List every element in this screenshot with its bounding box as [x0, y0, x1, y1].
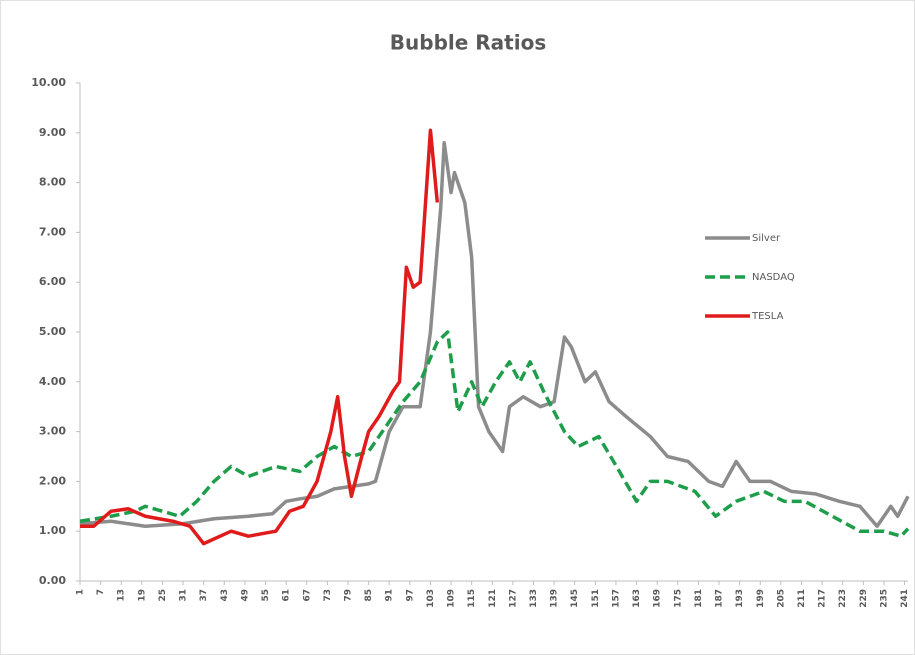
x-tick-label: 25	[158, 589, 168, 602]
x-tick-label: 217	[818, 589, 828, 608]
x-tick-label: 193	[735, 589, 745, 608]
x-tick-label: 151	[591, 589, 601, 608]
x-tick-label: 85	[364, 589, 374, 602]
y-tick-label: 4.00	[39, 375, 66, 388]
x-tick-label: 181	[694, 589, 704, 608]
y-tick-label: 5.00	[39, 325, 66, 338]
chart-title: Bubble Ratios	[390, 31, 546, 55]
x-tick-label: 61	[282, 589, 292, 602]
x-tick-label: 115	[467, 589, 477, 608]
x-tick-label: 97	[405, 589, 415, 602]
x-tick-label: 103	[426, 589, 436, 608]
x-tick-label: 133	[529, 589, 539, 608]
x-tick-label: 73	[323, 589, 333, 602]
legend-label: NASDAQ	[752, 272, 795, 283]
x-tick-label: 223	[838, 589, 848, 608]
x-tick-label: 187	[715, 589, 725, 608]
y-tick-label: 2.00	[39, 474, 66, 487]
y-tick-label: 8.00	[39, 176, 66, 189]
x-tick-label: 55	[261, 589, 271, 602]
x-tick-label: 241	[900, 589, 910, 608]
x-tick-label: 43	[220, 589, 230, 602]
series-line	[80, 128, 440, 546]
x-tick-label: 175	[673, 589, 683, 608]
x-tick-label: 67	[302, 589, 312, 602]
x-tick-label: 109	[447, 589, 457, 608]
x-tick-label: 235	[879, 589, 889, 608]
x-tick-label: 91	[385, 589, 395, 602]
x-tick-label: 37	[199, 589, 209, 602]
x-tick-label: 229	[859, 589, 869, 608]
x-tick-label: 139	[550, 589, 560, 608]
x-tick-label: 157	[611, 589, 621, 608]
x-tick-label: 31	[179, 589, 189, 602]
y-tick-label: 7.00	[39, 225, 66, 238]
y-tick-label: 3.00	[39, 425, 66, 438]
series-line	[79, 141, 910, 528]
y-tick-label: 0.00	[39, 574, 66, 587]
x-tick-label: 7	[96, 589, 106, 595]
x-tick-label: 127	[508, 589, 518, 608]
x-tick-label: 211	[797, 589, 807, 608]
y-tick-label: 1.00	[39, 524, 66, 537]
y-tick-label: 10.00	[31, 76, 66, 89]
x-tick-label: 1	[76, 589, 86, 595]
y-tick-label: 6.00	[39, 275, 66, 288]
x-tick-label: 19	[137, 589, 147, 602]
x-tick-label: 49	[240, 589, 250, 602]
x-tick-label: 169	[653, 589, 663, 608]
x-tick-label: 163	[632, 589, 642, 608]
x-tick-label: 79	[343, 589, 353, 602]
legend-label: Silver	[752, 233, 781, 244]
series-line	[79, 330, 910, 538]
x-tick-label: 13	[117, 589, 127, 602]
x-tick-label: 121	[488, 589, 498, 608]
legend-label: TESLA	[751, 311, 784, 322]
x-tick-label: 145	[570, 589, 580, 608]
x-tick-label: 205	[776, 589, 786, 608]
x-tick-label: 199	[756, 589, 766, 608]
y-tick-label: 9.00	[39, 126, 66, 139]
